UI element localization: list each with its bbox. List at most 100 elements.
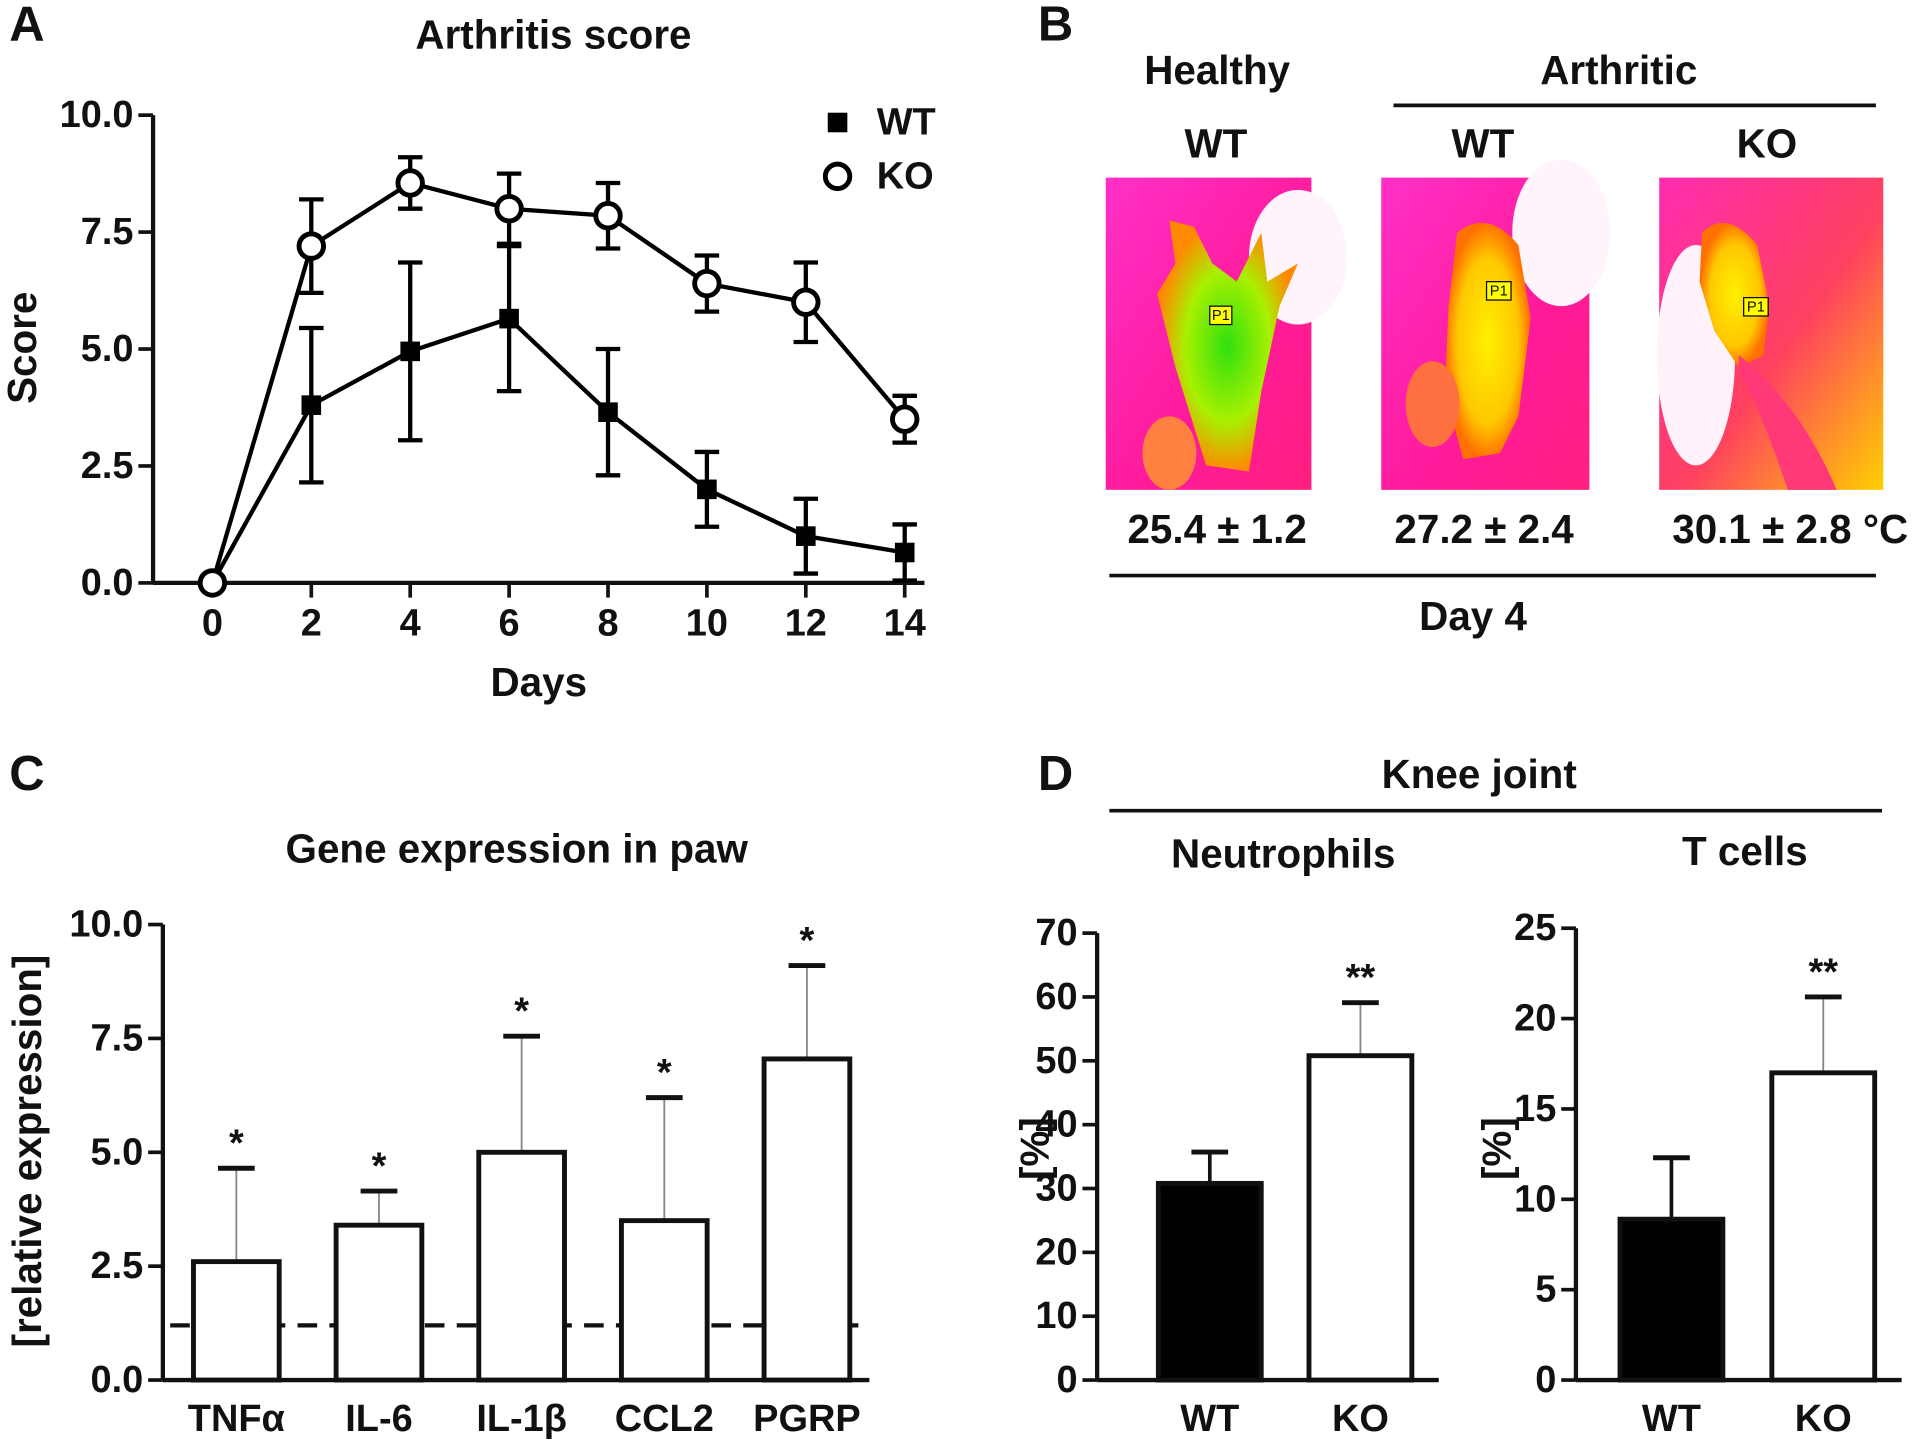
bar (1769, 1070, 1878, 1383)
x-tick-label: 0 (202, 602, 223, 644)
y-tick-label: 30 (1035, 1168, 1077, 1210)
x-tick-label: 4 (400, 602, 421, 644)
group-title: Healthy (1144, 47, 1290, 93)
y-tick-label: 2.5 (81, 445, 134, 487)
marker (593, 201, 623, 231)
chart-title: T cells (1682, 828, 1808, 874)
y-tick-label: 10 (1035, 1295, 1077, 1337)
significance: * (372, 1146, 387, 1188)
temperature: 30.1 ± 2.8 °C (1672, 506, 1908, 552)
temperature: 25.4 ± 1.2 (1127, 506, 1306, 552)
genotype: KO (1737, 120, 1798, 166)
y-tick-label: 60 (1035, 976, 1077, 1018)
footer: Day 4 (1419, 593, 1527, 639)
bar (191, 1259, 282, 1383)
marker (692, 268, 722, 299)
genotype: WT (1185, 120, 1248, 166)
y-tick-label: 10 (1514, 1178, 1556, 1220)
y-tick-label: 40 (1035, 1104, 1077, 1146)
genotype: WT (1451, 120, 1514, 166)
marker (791, 287, 821, 317)
significance: * (514, 991, 529, 1033)
y-tick-label: 2.5 (91, 1245, 144, 1287)
chart-title: Gene expression in paw (286, 826, 749, 872)
y-tick-label: 7.5 (91, 1017, 144, 1059)
group-title: Arthritic (1540, 47, 1697, 93)
marker (796, 526, 816, 546)
y-tick-label: 10.0 (60, 94, 134, 136)
bar (333, 1222, 425, 1383)
x-tick-label: 2 (301, 602, 322, 644)
marker (301, 395, 322, 415)
chart-title: Arthritis score (415, 11, 691, 57)
panel-label: B (1038, 0, 1073, 52)
y-tick-label: 70 (1035, 912, 1077, 954)
thermal-image: P1 (1105, 177, 1347, 490)
marker (890, 404, 920, 434)
x-axis-label: Days (490, 659, 587, 705)
x-tick-label: TNFα (188, 1398, 285, 1440)
x-tick-label: 8 (597, 602, 618, 644)
x-tick-label: KO (1332, 1398, 1389, 1440)
y-tick-label: 25 (1514, 907, 1556, 949)
y-tick-label: 0 (1535, 1359, 1556, 1401)
marker-label: P1 (1212, 308, 1230, 324)
significance: ** (1346, 957, 1376, 999)
marker (499, 308, 519, 329)
x-tick-label: KO (1795, 1398, 1852, 1440)
bar (618, 1218, 710, 1383)
y-tick-label: 20 (1035, 1231, 1077, 1273)
thermal-image: P1 (1381, 159, 1611, 490)
marker-label: P1 (1747, 299, 1765, 315)
series-line (210, 180, 907, 584)
x-tick-label: CCL2 (615, 1398, 714, 1440)
y-tick-label: 7.5 (81, 211, 134, 253)
temperature: 27.2 ± 2.4 (1394, 506, 1574, 552)
y-tick-label: 5.0 (91, 1131, 144, 1173)
legend-label: KO (877, 155, 934, 197)
legend-marker (827, 112, 848, 133)
y-axis-label: Score (0, 292, 45, 404)
x-tick-label: 14 (884, 602, 926, 644)
group-title: Knee joint (1382, 751, 1577, 797)
panel-label: D (1038, 747, 1073, 801)
panel-label: C (9, 747, 44, 801)
chart-title: Neutrophils (1171, 831, 1395, 877)
x-tick-label: 12 (785, 602, 827, 644)
x-tick-label: PGRP (753, 1398, 861, 1440)
y-tick-label: 15 (1514, 1088, 1556, 1130)
x-tick-label: 6 (499, 602, 520, 644)
y-tick-label: 5.0 (81, 328, 134, 370)
series-line (210, 316, 906, 584)
y-axis-label: [%] (1473, 1117, 1519, 1180)
marker (494, 194, 524, 224)
y-tick-label: 5 (1535, 1269, 1556, 1311)
legend-label: WT (877, 102, 936, 144)
x-tick-label: WT (1180, 1398, 1239, 1440)
marker-label: P1 (1490, 283, 1508, 299)
y-axis-label: [relative expression] (4, 955, 50, 1348)
y-tick-label: 0 (1056, 1359, 1077, 1401)
significance: * (800, 920, 815, 962)
marker (197, 568, 228, 598)
bar (1155, 1180, 1264, 1383)
y-tick-label: 10.0 (69, 904, 143, 946)
bar (1617, 1216, 1726, 1383)
significance: ** (1808, 951, 1838, 993)
y-tick-label: 50 (1035, 1040, 1077, 1082)
marker (697, 479, 717, 500)
significance: * (229, 1123, 244, 1165)
y-axis-label: [%] (1012, 1117, 1058, 1180)
marker (894, 542, 915, 563)
significance: * (657, 1052, 672, 1094)
bar (476, 1149, 567, 1383)
panel-label: A (9, 0, 44, 52)
x-tick-label: 10 (686, 602, 728, 644)
marker (395, 168, 425, 198)
y-tick-label: 0.0 (81, 562, 134, 604)
marker (400, 341, 420, 362)
marker (598, 402, 618, 422)
bar (1306, 1053, 1415, 1383)
